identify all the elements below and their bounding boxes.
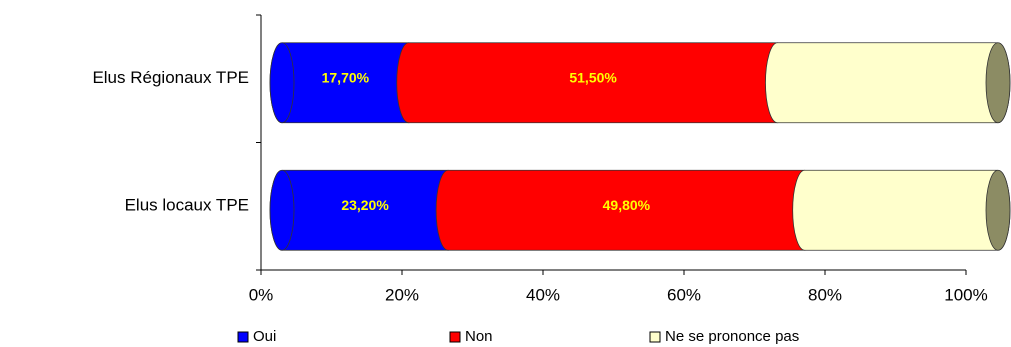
bar-segment (765, 42, 1011, 124)
category-label: Elus locaux TPE (125, 196, 249, 215)
legend-swatch (237, 331, 249, 343)
bar-end (985, 169, 1011, 251)
value-label: 17,70% (322, 69, 370, 85)
value-label: 23,20% (341, 197, 389, 213)
category-label: Elus Régionaux TPE (92, 68, 249, 87)
value-label: 49,80% (603, 197, 651, 213)
x-tick-label: 0% (249, 285, 274, 304)
legend-label: Ne se prononce pas (665, 328, 799, 345)
legend-swatch (649, 331, 661, 343)
bar-segment (792, 169, 1011, 251)
bar-cap (269, 42, 295, 124)
x-tick-label: 100% (944, 285, 987, 304)
x-tick-label: 40% (526, 285, 560, 304)
bar-cap (269, 169, 295, 251)
legend-label: Oui (253, 328, 276, 345)
x-tick-label: 60% (667, 285, 701, 304)
legend-label: Non (465, 328, 493, 345)
legend-swatch (449, 331, 461, 343)
value-label: 51,50% (569, 69, 617, 85)
x-tick-label: 80% (808, 285, 842, 304)
bar-end (985, 42, 1011, 124)
x-tick-label: 20% (385, 285, 419, 304)
